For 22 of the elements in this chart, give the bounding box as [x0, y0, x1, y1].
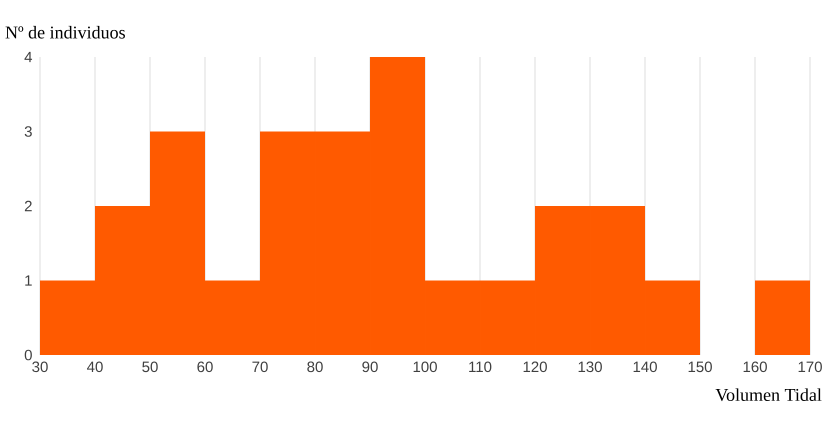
x-tick-label: 110 [469, 362, 492, 372]
x-tick-label: 160 [744, 362, 767, 372]
y-tick-label: 1 [25, 275, 32, 286]
y-tick-label: 2 [24, 200, 32, 212]
x-tick-label: 140 [634, 362, 657, 372]
x-tick-label: 100 [414, 362, 437, 372]
x-tick-label: 40 [87, 362, 103, 372]
x-tick-label: 150 [688, 362, 712, 372]
x-tick-label: 80 [307, 362, 323, 372]
x-tick-label: 30 [32, 362, 48, 372]
x-tick-label: 70 [252, 362, 268, 372]
x-tick-label: 170 [798, 362, 822, 372]
y-tick-label: 0 [24, 350, 32, 360]
y-tick-label: 3 [24, 126, 32, 137]
x-axis-title: Volumen Tidal [716, 388, 822, 402]
x-tick-label: 50 [142, 362, 158, 372]
y-tick-label: 4 [24, 52, 32, 62]
y-axis-title: Nº de individuos [6, 26, 125, 39]
x-tick-label: 120 [524, 362, 547, 372]
x-tick-label: 90 [362, 362, 378, 372]
x-tick-label: 130 [578, 362, 602, 372]
x-tick-label: 60 [197, 362, 213, 372]
